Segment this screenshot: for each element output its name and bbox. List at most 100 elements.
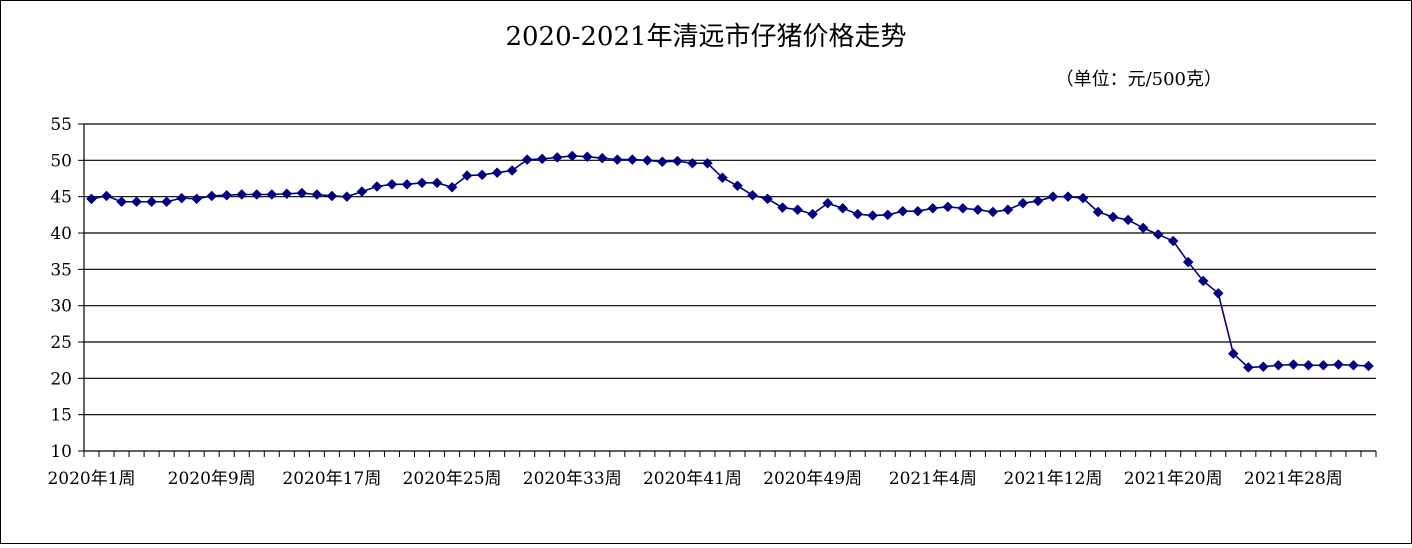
data-point: [762, 193, 773, 205]
data-point: [1152, 229, 1164, 240]
data-point: [1257, 361, 1269, 373]
x-tick-label: 2020年41周: [643, 469, 742, 489]
data-point: [116, 196, 127, 208]
data-point: [1303, 359, 1314, 371]
data-point: [732, 180, 743, 192]
y-tick-label: 55: [50, 115, 72, 135]
data-point: [1212, 287, 1224, 299]
x-tick-label: 2020年1周: [47, 469, 135, 489]
data-point: [1197, 275, 1209, 287]
data-point: [431, 177, 443, 189]
data-point: [101, 190, 112, 202]
data-point: [1107, 211, 1119, 223]
data-point: [176, 192, 188, 204]
data-point: [957, 202, 969, 214]
y-axis: 10 15 20 25 30 35 40 45 50 55: [50, 115, 85, 462]
y-tick-label: 25: [50, 333, 72, 353]
data-point: [296, 187, 308, 199]
data-point: [1047, 191, 1059, 203]
data-point: [867, 210, 879, 221]
x-tick-label: 2020年9周: [168, 469, 256, 489]
data-point: [1077, 192, 1089, 204]
data-point: [611, 154, 623, 165]
x-tick-label: 2021年20周: [1124, 469, 1223, 489]
data-point: [386, 178, 398, 190]
data-point: [326, 190, 338, 202]
data-point: [146, 196, 157, 208]
data-point: [717, 172, 728, 184]
data-point: [491, 167, 503, 179]
data-point: [581, 151, 593, 163]
data-point: [1092, 206, 1104, 218]
data-point: [206, 190, 218, 202]
data-point: [521, 154, 533, 165]
data-point: [476, 169, 488, 181]
data-point: [506, 165, 518, 176]
data-point: [221, 189, 233, 201]
data-point: [972, 204, 984, 216]
data-point: [822, 197, 834, 209]
data-point: [1032, 195, 1044, 207]
data-point: [702, 157, 713, 169]
data-point: [642, 154, 653, 166]
data-point: [792, 204, 803, 216]
data-point: [1272, 359, 1284, 371]
data-point: [1017, 197, 1029, 209]
series-price: [86, 150, 1374, 373]
data-point: [837, 202, 849, 214]
data-point: [161, 196, 172, 208]
data-point: [1167, 235, 1179, 247]
data-point: [852, 208, 864, 220]
data-point: [566, 150, 578, 162]
data-point: [356, 186, 368, 197]
data-point: [416, 177, 428, 189]
data-point: [401, 178, 413, 190]
data-point: [596, 152, 608, 164]
data-point: [942, 201, 954, 213]
data-point: [1333, 359, 1344, 370]
data-point: [281, 188, 293, 200]
data-point: [912, 205, 924, 217]
data-point: [191, 193, 203, 205]
data-point: [1288, 359, 1299, 370]
data-point: [687, 157, 698, 169]
data-point: [672, 155, 683, 167]
data-point: [927, 202, 939, 214]
y-tick-label: 40: [50, 224, 72, 244]
chart-title: 2020-2021年清远市仔猪价格走势: [505, 22, 906, 52]
data-point: [777, 202, 788, 213]
data-point: [1002, 204, 1014, 216]
data-point: [1182, 256, 1194, 268]
data-point: [461, 170, 473, 181]
data-point: [1348, 359, 1359, 371]
y-tick-label: 10: [50, 442, 72, 462]
data-point: [266, 189, 278, 200]
data-point: [371, 181, 383, 192]
data-point: [236, 189, 248, 200]
data-point: [551, 152, 563, 163]
y-tick-label: 35: [50, 260, 72, 280]
y-tick-label: 20: [50, 369, 72, 389]
data-point: [1242, 362, 1254, 373]
data-point: [987, 206, 999, 218]
data-point: [341, 191, 353, 203]
data-point: [747, 189, 758, 201]
data-point: [882, 209, 894, 221]
x-tick-label: 2021年28周: [1244, 469, 1343, 489]
x-tick-label: 2020年25周: [403, 469, 502, 489]
unit-note: （单位：元/500克）: [1056, 69, 1222, 90]
x-tick-label: 2021年4周: [889, 469, 977, 489]
data-point: [86, 193, 97, 205]
data-point: [251, 189, 263, 200]
x-tick-label: 2021年12周: [1004, 469, 1103, 489]
data-point: [1137, 222, 1149, 234]
x-tick-label: 2020年33周: [523, 469, 622, 489]
y-tick-label: 50: [50, 151, 72, 171]
y-tick-label: 15: [50, 406, 72, 426]
data-point: [446, 181, 458, 193]
y-tick-label: 30: [50, 297, 72, 317]
data-point: [536, 153, 548, 165]
data-point: [657, 156, 668, 168]
